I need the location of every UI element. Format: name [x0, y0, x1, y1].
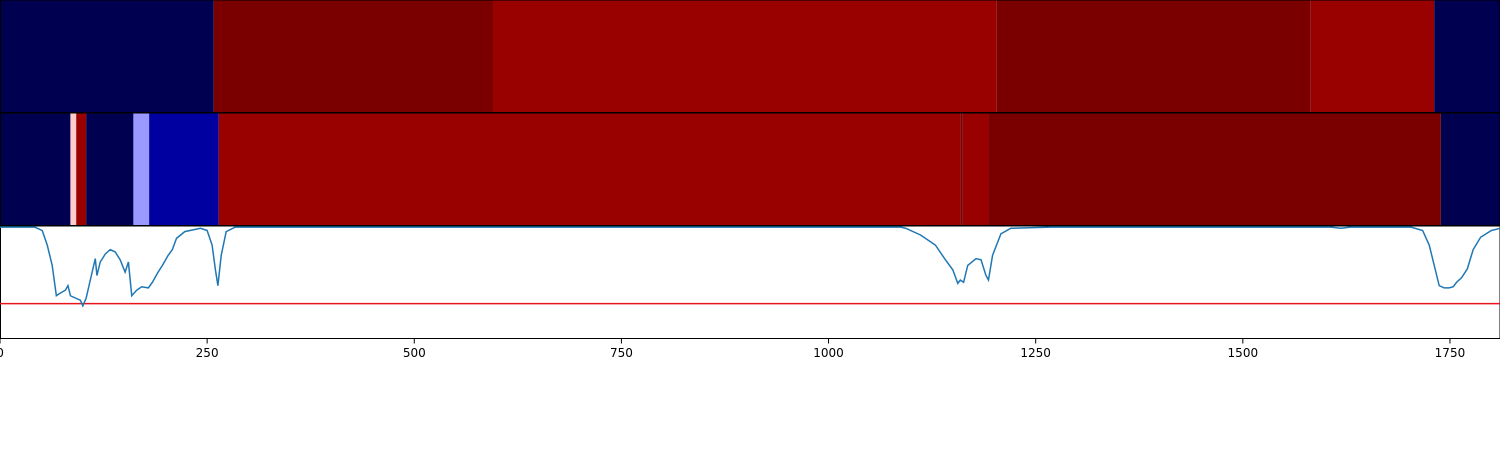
x-tick-label: 500: [403, 346, 426, 360]
segment: [70, 113, 77, 226]
data-line: [0, 226, 1500, 308]
x-tick-label: 1250: [1020, 346, 1051, 360]
segment: [1440, 113, 1500, 226]
x-tick-label: 1500: [1228, 346, 1259, 360]
segment: [149, 113, 219, 226]
segment: [996, 0, 1311, 113]
x-tick-label: 1750: [1435, 346, 1466, 360]
panel-frame: [0, 225, 1500, 339]
segment: [962, 113, 989, 226]
x-tick-label: 750: [610, 346, 633, 360]
segment: [0, 0, 214, 113]
x-tick-label: 1000: [813, 346, 844, 360]
segment: [133, 113, 150, 226]
segment: [988, 113, 1441, 226]
segment: [1310, 0, 1435, 113]
segment: [213, 0, 493, 113]
segment: [218, 113, 961, 226]
segment: [1434, 0, 1500, 113]
x-tick-label: 0: [0, 346, 4, 360]
segment: [0, 113, 71, 226]
segment: [86, 113, 134, 226]
segment: [960, 113, 963, 226]
segment: [492, 0, 997, 113]
x-tick-label: 250: [196, 346, 219, 360]
segment: [76, 113, 87, 226]
